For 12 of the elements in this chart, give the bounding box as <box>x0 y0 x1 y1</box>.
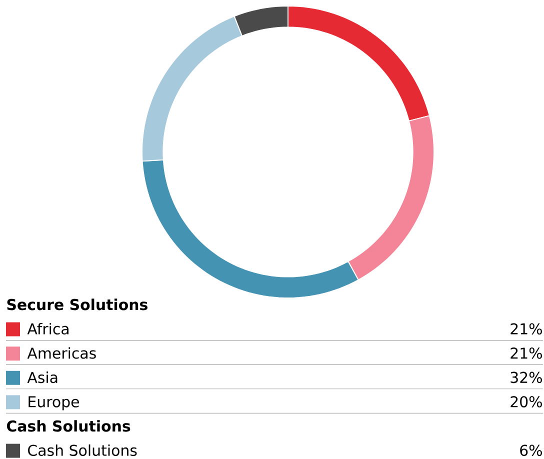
legend-label: Americas <box>27 347 96 359</box>
data-label: 32% <box>510 372 542 384</box>
data-label: 20% <box>510 396 542 408</box>
legend-label: Cash Solutions <box>28 444 137 456</box>
legend-label: Europe <box>28 396 79 410</box>
data-label: 21% <box>510 347 542 359</box>
text: Secure Solutions <box>7 298 148 310</box>
data-label: 21% <box>510 323 542 335</box>
legend-label: Africa <box>27 322 68 335</box>
data-label: 6% <box>520 444 542 456</box>
legend-label: Asia <box>27 372 58 384</box>
text: Cash Solutions <box>6 420 130 432</box>
